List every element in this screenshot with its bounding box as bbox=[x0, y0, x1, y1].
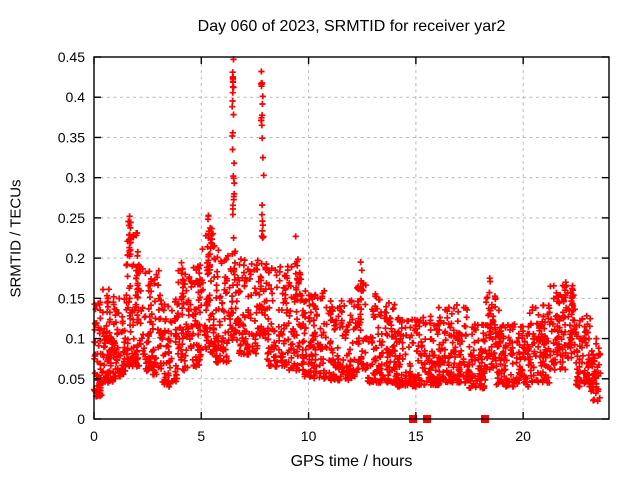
chart-title: Day 060 of 2023, SRMTID for receiver yar… bbox=[197, 18, 506, 35]
x-tick-label: 0 bbox=[90, 428, 98, 444]
y-tick-label: 0.25 bbox=[58, 210, 85, 226]
y-tick-label: 0.3 bbox=[66, 170, 86, 186]
x-tick-label: 15 bbox=[408, 428, 424, 444]
y-tick-label: 0.1 bbox=[66, 331, 86, 347]
y-tick-label: 0.35 bbox=[58, 129, 85, 145]
y-tick-label: 0.4 bbox=[66, 89, 86, 105]
x-tick-label: 20 bbox=[515, 428, 531, 444]
data-points bbox=[90, 56, 604, 405]
x-tick-label: 5 bbox=[197, 428, 205, 444]
x-axis-label: GPS time / hours bbox=[290, 453, 413, 470]
y-tick-label: 0.05 bbox=[58, 371, 85, 387]
plot-border bbox=[93, 56, 610, 420]
y-tick-label: 0 bbox=[77, 411, 85, 427]
x-tick-label: 10 bbox=[301, 428, 317, 444]
y-tick-label: 0.45 bbox=[58, 49, 85, 65]
y-tick-label: 0.15 bbox=[58, 290, 85, 306]
y-tick-label: 0.2 bbox=[66, 250, 86, 266]
